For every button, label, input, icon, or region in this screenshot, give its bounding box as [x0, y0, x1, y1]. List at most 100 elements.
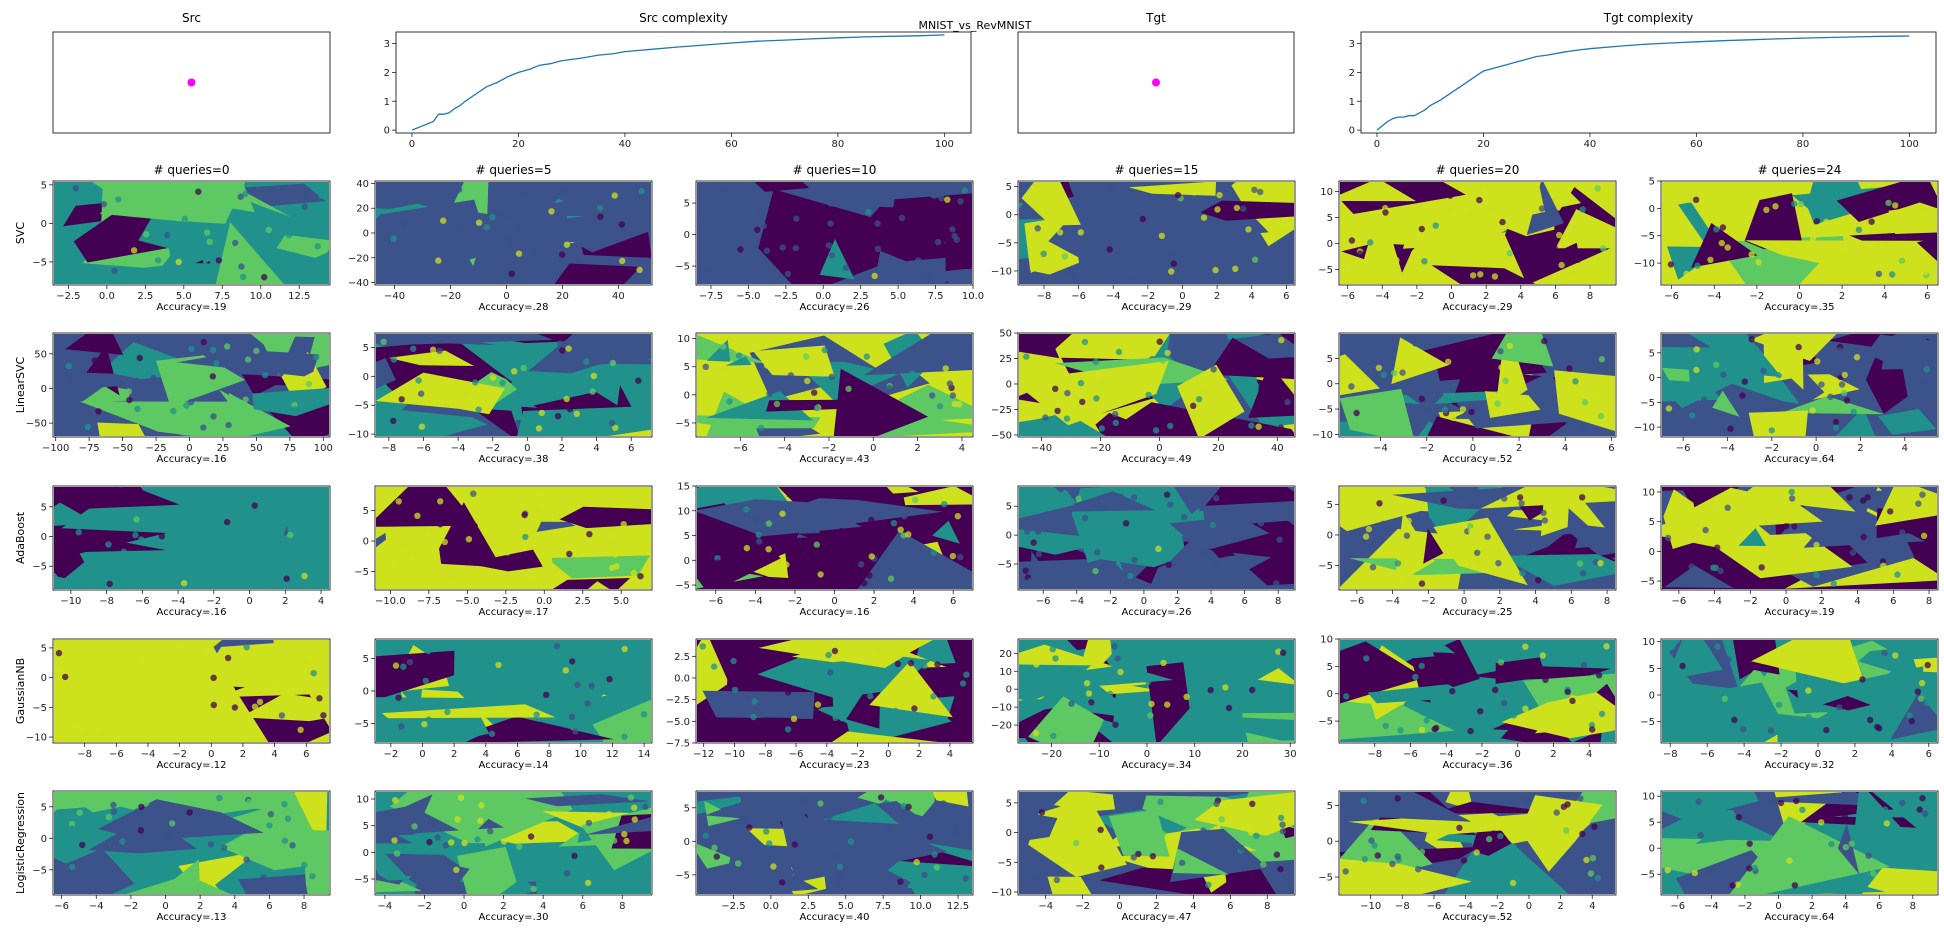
data-point [863, 353, 870, 360]
data-point [1786, 857, 1793, 864]
panel-xtick-label: −6 [708, 596, 723, 607]
data-point [1589, 726, 1596, 733]
data-point [495, 661, 502, 669]
data-point [711, 844, 718, 851]
data-point [237, 193, 244, 200]
decision-region [1236, 717, 1294, 741]
data-point [392, 662, 400, 669]
decision-region [54, 572, 69, 589]
data-point [442, 842, 449, 849]
data-point [865, 208, 872, 216]
decision-region [1172, 848, 1229, 875]
panel-ytick-label: −20 [991, 721, 1012, 732]
panel-ytick-label: −5 [997, 858, 1012, 869]
data-point [766, 390, 773, 397]
data-point [1497, 832, 1504, 840]
data-point [538, 501, 546, 509]
data-point [619, 257, 626, 265]
region-layer [54, 334, 329, 436]
data-point [868, 254, 876, 261]
data-point [802, 797, 810, 804]
decision-region [1049, 491, 1156, 512]
panel-xtick-label: 2 [197, 901, 203, 912]
data-point [765, 520, 773, 527]
data-point [1598, 199, 1605, 206]
decision-region [240, 693, 329, 722]
complexity-xtick-label: 60 [725, 139, 738, 150]
panel-ytick-label: 5 [1649, 818, 1655, 829]
panel-xtick-label: −40 [384, 291, 405, 302]
data-point [1692, 196, 1700, 203]
data-point [640, 711, 648, 718]
accuracy-label: Accuracy=.35 [1765, 302, 1835, 313]
region-layer [1019, 640, 1294, 742]
decision-region [1165, 213, 1269, 241]
row-label: GaussianNB [14, 658, 27, 724]
decision-region [97, 422, 145, 436]
complexity-ytick-label: 0 [384, 126, 390, 137]
data-point [946, 380, 954, 387]
data-point [240, 273, 247, 281]
decision-region [1019, 644, 1112, 666]
panel-xtick-label: −12 [693, 749, 714, 760]
decision-region [1498, 554, 1615, 586]
data-point [1667, 880, 1675, 887]
panel-xtick-label: 2 [282, 596, 288, 607]
data-point [1112, 410, 1119, 418]
data-point [1053, 876, 1061, 884]
data-point [186, 809, 193, 816]
data-point [1572, 378, 1579, 385]
data-point [390, 235, 397, 242]
decision-region [802, 182, 928, 207]
data-point [505, 236, 513, 243]
data-point [1818, 819, 1825, 826]
panel-xtick-label: 6 [1283, 291, 1289, 302]
data-point [1347, 533, 1354, 540]
data-point [289, 513, 297, 520]
data-point [1083, 680, 1091, 687]
complexity-xtick-label: 20 [512, 139, 525, 150]
data-point [1356, 250, 1364, 257]
data-point [1748, 251, 1755, 258]
panel-xtick-label: 12.5 [288, 291, 310, 302]
decision-region [1662, 792, 1759, 821]
accuracy-label: Accuracy=.23 [800, 760, 870, 771]
data-point [450, 579, 457, 587]
decision-region [376, 487, 479, 527]
data-point [828, 829, 836, 837]
data-point [1830, 580, 1838, 587]
data-point [178, 500, 186, 507]
panel-ytick-label: −5 [675, 418, 690, 429]
data-point [1459, 406, 1467, 413]
data-point [520, 364, 527, 372]
data-point [1473, 849, 1480, 856]
data-point [1093, 395, 1100, 402]
data-point [137, 827, 145, 834]
data-point [766, 840, 773, 847]
data-point [134, 405, 141, 413]
data-point [456, 224, 463, 231]
panel-ytick-label: 5 [1649, 177, 1655, 188]
data-point [181, 215, 189, 222]
data-point [741, 817, 748, 824]
decision-region [1825, 666, 1924, 711]
panel-xtick-label: 4 [1190, 901, 1196, 912]
data-point [1368, 837, 1375, 844]
panel-ytick-label: 0 [1006, 379, 1012, 390]
decision-panel: −100 −75 −50 −25 0 25 50 75 100−50050Accuracy=.1… [26, 332, 333, 465]
data-point [1838, 381, 1846, 388]
panel-xtick-label: 6 [1241, 596, 1247, 607]
decision-region [725, 356, 752, 366]
panel-ytick-label: −5 [675, 870, 690, 881]
data-point [1799, 806, 1806, 813]
data-point [418, 423, 426, 430]
data-point [1249, 686, 1256, 694]
data-point [132, 531, 139, 539]
panel-xtick-label: 8 [546, 749, 552, 760]
data-point [637, 573, 644, 580]
data-point [522, 533, 529, 541]
decision-panel: −12 −10 −8 −6 −4 −2 0 2 4−7.5−5.0−2.50.02.5Accur… [666, 638, 974, 771]
panel-xtick-label: −2 [1774, 749, 1789, 760]
data-point [569, 658, 576, 665]
